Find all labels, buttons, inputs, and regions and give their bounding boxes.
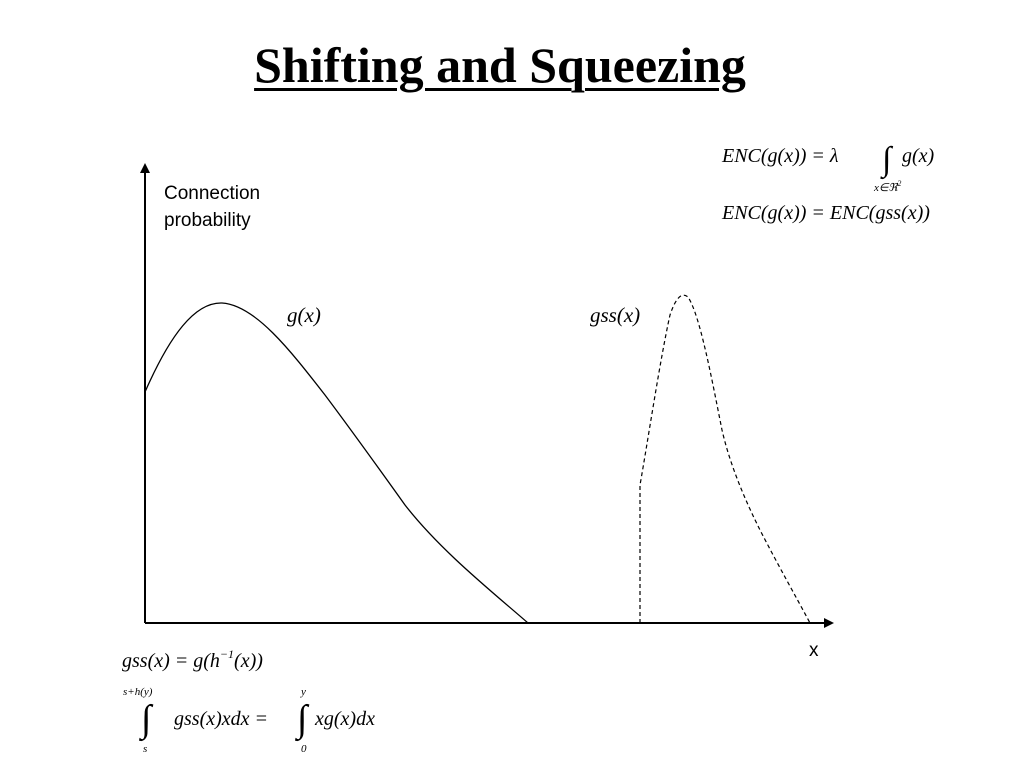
gss-definition-equation: gss(x) = g(h−1(x))	[122, 647, 263, 672]
page-title: Shifting and Squeezing	[254, 37, 746, 93]
enc-equality-equation: ENC(g(x)) = ENC(gss(x))	[721, 202, 930, 224]
integral1-lower-limit: s	[143, 743, 147, 755]
integral-equation: s+h(y) ∫ s gss(x)xdx = y ∫ 0 xg(x)dx	[123, 686, 375, 755]
enc-def-subscript-power: 2	[897, 179, 901, 188]
integral-sign-icon: ∫	[295, 698, 310, 742]
y-axis-label-line1: Connection	[164, 183, 261, 204]
gss-curve-label: gss(x)	[590, 303, 640, 327]
enc-def-subscript: x∈ℜ2	[873, 179, 901, 194]
gss-def-right: (x))	[234, 650, 263, 672]
g-curve-label: g(x)	[287, 303, 321, 327]
integral1-upper-limit: s+h(y)	[123, 686, 153, 698]
gss-curve	[639, 294, 811, 624]
y-axis-label-line2: probability	[164, 210, 251, 231]
enc-def-integrand: g(x)	[902, 145, 935, 167]
integral2-upper-limit: y	[300, 686, 306, 698]
integral2-integrand: xg(x)dx	[314, 708, 375, 730]
g-curve	[144, 302, 529, 624]
enc-definition-equation: ENC(g(x)) = λ ∫ g(x) x∈ℜ2	[721, 141, 935, 194]
x-axis-label: x	[809, 640, 819, 661]
svg-text:gss(x) = g(h−1(x)): gss(x) = g(h−1(x))	[122, 647, 263, 672]
integral2-lower-limit: 0	[301, 743, 307, 755]
y-axis-label: Connection probability	[164, 180, 260, 234]
integral-sign-icon: ∫	[139, 698, 154, 742]
gss-def-power: −1	[220, 647, 234, 661]
gss-def-left: gss(x) = g(h	[122, 650, 220, 672]
enc-def-lhs: ENC(g(x)) = λ	[721, 145, 839, 167]
integral1-integrand: gss(x)xdx =	[174, 708, 268, 730]
integral-sign-icon: ∫	[880, 141, 894, 180]
enc-def-subscript-base: x∈ℜ	[873, 182, 898, 194]
